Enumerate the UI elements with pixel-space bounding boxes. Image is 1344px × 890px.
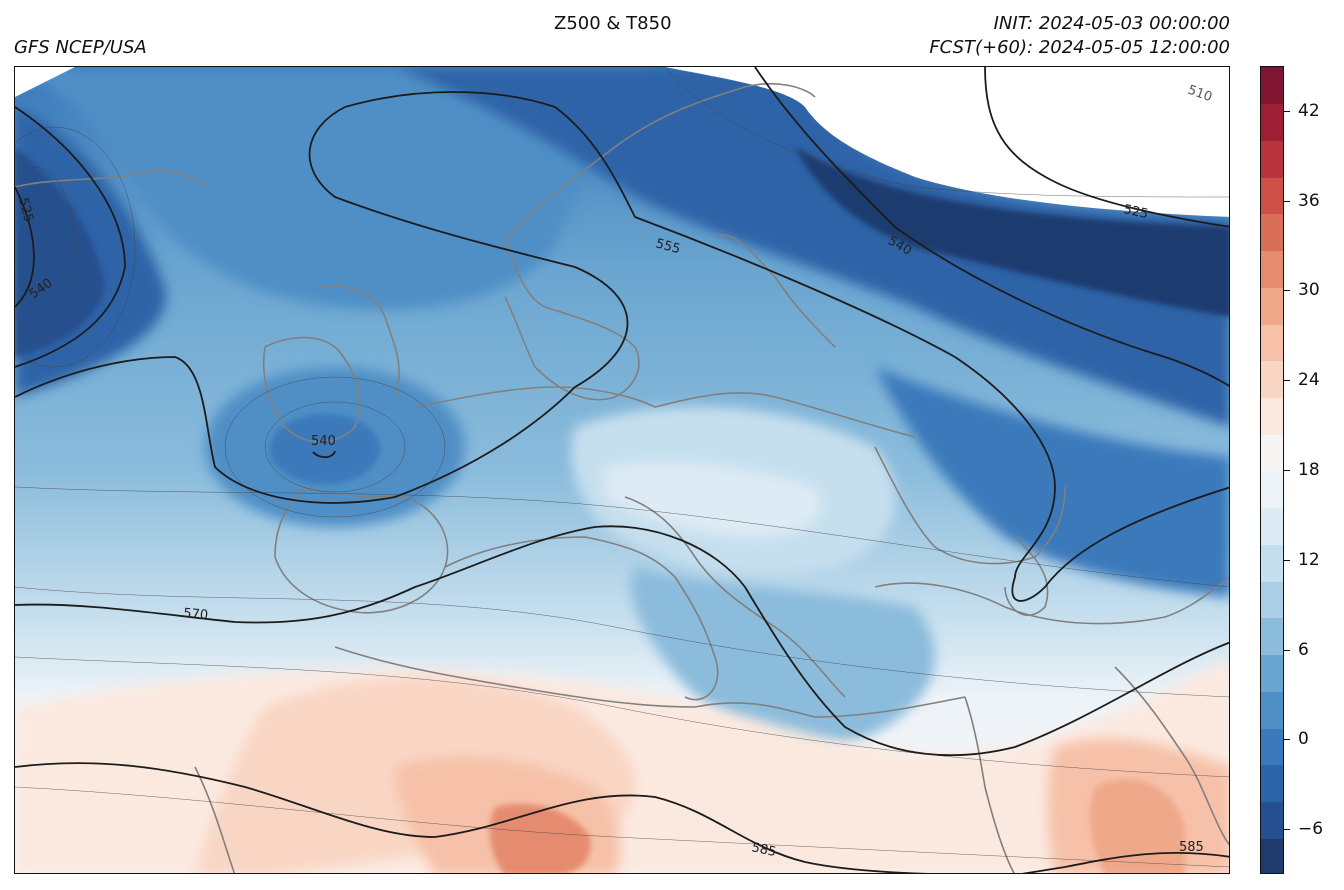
colorbar-band xyxy=(1261,67,1283,105)
label-570: 570 xyxy=(183,606,209,623)
colorbar-tick xyxy=(1284,829,1290,831)
label-540-low: 540 xyxy=(311,434,336,449)
colorbar-band xyxy=(1261,838,1283,873)
label-585-center: 585 xyxy=(750,840,777,860)
label-525-east: 525 xyxy=(1122,202,1149,222)
contour-540-west xyxy=(15,106,126,368)
colorbar-band xyxy=(1261,140,1283,178)
contour-555 xyxy=(15,91,1229,602)
colorbar-band xyxy=(1261,691,1283,729)
contour-540-low xyxy=(312,450,336,459)
colorbar-band xyxy=(1261,213,1283,252)
contour-525-east xyxy=(984,67,1229,228)
colorbar-band xyxy=(1261,544,1283,582)
colorbar-band xyxy=(1261,250,1283,288)
colorbar-tick xyxy=(1284,290,1290,292)
colorbar-tick-label: 0 xyxy=(1298,729,1309,750)
map-panel: 540 525 540 555 540 525 510 570 585 585 xyxy=(14,66,1230,874)
colorbar-band xyxy=(1261,728,1283,766)
coastlines xyxy=(15,83,1229,873)
chart-title: Z500 & T850 xyxy=(554,13,672,34)
colorbar-band xyxy=(1261,103,1283,141)
init-time: INIT: 2024-05-03 00:00:00 xyxy=(993,13,1230,34)
geopotential-contours xyxy=(15,67,1229,873)
colorbar-tick xyxy=(1284,470,1290,471)
colorbar-tick xyxy=(1284,200,1290,202)
colorbar-tick-label: −6 xyxy=(1298,819,1324,840)
isotherm-lines xyxy=(15,67,1229,868)
temperature-field xyxy=(15,67,1229,873)
colorbar-tick-label: 42 xyxy=(1298,100,1320,121)
colorbar xyxy=(1260,66,1284,874)
colorbar-band xyxy=(1261,471,1283,509)
colorbar-tick xyxy=(1284,380,1290,382)
colorbar-band xyxy=(1261,324,1283,362)
colorbar-band xyxy=(1261,507,1283,545)
model-source: GFS NCEP/USA xyxy=(14,37,147,58)
colorbar-band xyxy=(1261,287,1283,325)
contour-labels: 540 525 540 555 540 525 510 570 585 585 xyxy=(15,83,1214,860)
colorbar-tick-label: 12 xyxy=(1298,549,1320,570)
contour-570 xyxy=(15,525,1229,757)
map-canvas: 540 525 540 555 540 525 510 570 585 585 xyxy=(15,67,1229,873)
colorbar-band xyxy=(1261,654,1283,692)
colorbar-ticks: 42 36 30 24 18 12 6 0 −6 xyxy=(1284,66,1344,874)
colorbar-band xyxy=(1261,581,1283,619)
colorbar-band xyxy=(1261,764,1283,803)
colorbar-tick-label: 18 xyxy=(1298,460,1320,480)
colorbar-tick xyxy=(1284,649,1290,651)
label-585-east: 585 xyxy=(1179,840,1204,855)
contour-585 xyxy=(15,762,1229,873)
label-525-west: 525 xyxy=(15,196,36,224)
colorbar-band xyxy=(1261,617,1283,656)
colorbar-band xyxy=(1261,434,1283,472)
forecast-time: FCST(+60): 2024-05-05 12:00:00 xyxy=(929,37,1230,58)
colorbar-band xyxy=(1261,360,1283,399)
colorbar-band xyxy=(1261,801,1283,839)
colorbar-band xyxy=(1261,177,1283,215)
label-555: 555 xyxy=(654,236,682,257)
colorbar-tick-label: 36 xyxy=(1298,190,1320,211)
colorbar-tick xyxy=(1284,559,1290,561)
colorbar-tick xyxy=(1284,739,1290,741)
contour-540-east xyxy=(754,67,1229,387)
contour-525-west xyxy=(15,186,35,308)
colorbar-tick-label: 24 xyxy=(1298,370,1320,391)
colorbar-tick xyxy=(1284,110,1290,112)
colorbar-band xyxy=(1261,397,1283,435)
colorbar-tick-label: 6 xyxy=(1298,639,1309,660)
colorbar-tick-label: 30 xyxy=(1298,280,1320,301)
